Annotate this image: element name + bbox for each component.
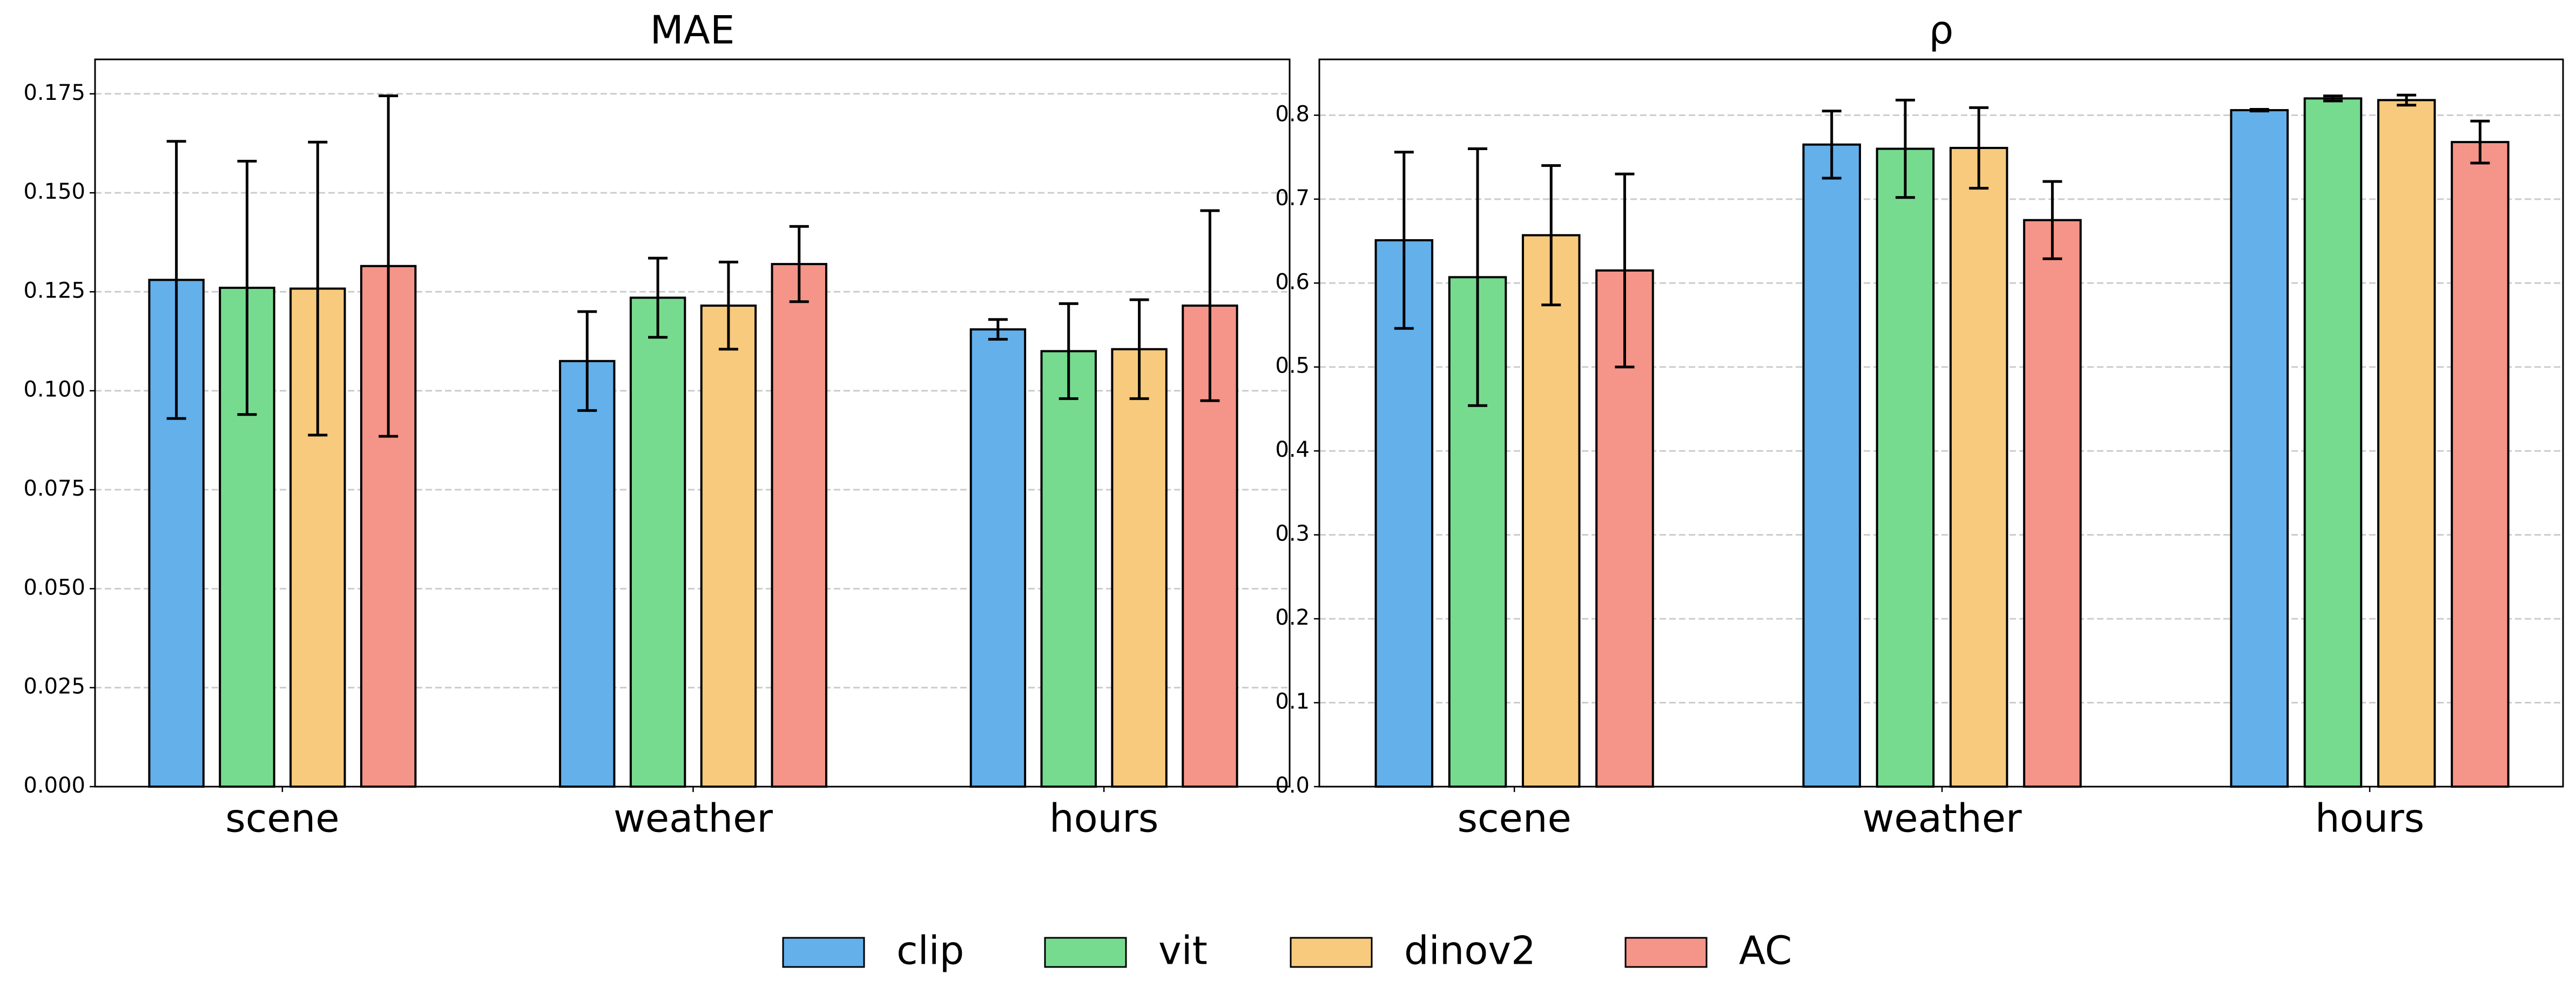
y-tick-label: 0.8 xyxy=(1275,102,1310,126)
bar xyxy=(2023,219,2082,788)
x-tick-label: scene xyxy=(225,796,339,841)
bar xyxy=(2377,99,2436,788)
y-tick-label: 0.3 xyxy=(1275,522,1310,546)
y-tick-label: 0.050 xyxy=(23,575,85,600)
x-tick-label: weather xyxy=(1863,796,2022,841)
bar xyxy=(1374,239,1434,788)
bar xyxy=(2451,141,2510,788)
bar xyxy=(1802,143,1862,788)
plot-frame xyxy=(94,58,1291,788)
y-tick-label: 0.2 xyxy=(1275,605,1310,630)
legend-swatch xyxy=(782,937,865,968)
plot-frame xyxy=(1318,58,2564,788)
legend-label: dinov2 xyxy=(1404,928,1536,973)
legend-swatch xyxy=(1290,937,1373,968)
x-tick-label: hours xyxy=(1049,796,1158,841)
bar xyxy=(1521,234,1581,788)
bar xyxy=(1182,305,1238,788)
y-tick-label: 0.0 xyxy=(1275,773,1310,798)
y-tick-label: 0.075 xyxy=(23,476,85,501)
y-tick-label: 0.150 xyxy=(23,179,85,204)
legend-label: vit xyxy=(1158,928,1208,973)
bar xyxy=(2230,109,2289,788)
legend-swatch xyxy=(1044,937,1127,968)
x-tick-label: scene xyxy=(1457,796,1571,841)
y-tick-label: 0.025 xyxy=(23,674,85,699)
x-tick-label: hours xyxy=(2315,796,2424,841)
legend-swatch xyxy=(1624,937,1708,968)
y-tick-label: 0.6 xyxy=(1275,269,1310,294)
y-tick-label: 0.100 xyxy=(23,377,85,402)
bar xyxy=(1040,350,1097,788)
chart-title: ρ xyxy=(1929,8,1954,53)
legend-label: clip xyxy=(896,928,964,973)
y-tick-label: 0.7 xyxy=(1275,186,1310,211)
y-tick-label: 0.175 xyxy=(23,80,85,105)
bar xyxy=(629,296,686,788)
y-tick-label: 0.1 xyxy=(1275,689,1310,714)
bar xyxy=(771,263,827,788)
bar xyxy=(1949,147,2008,788)
bar xyxy=(1111,348,1168,788)
x-tick-label: weather xyxy=(613,796,773,841)
y-tick-label: 0.125 xyxy=(23,278,85,303)
bar xyxy=(559,360,616,788)
bar xyxy=(2303,97,2363,788)
y-tick-label: 0.000 xyxy=(23,773,85,798)
bar xyxy=(700,305,757,788)
y-tick-label: 0.5 xyxy=(1275,354,1310,378)
bar xyxy=(1876,147,1935,788)
bar xyxy=(969,328,1027,788)
y-tick-label: 0.4 xyxy=(1275,437,1310,462)
chart-title: MAE xyxy=(650,8,735,53)
legend-label: AC xyxy=(1739,928,1792,973)
